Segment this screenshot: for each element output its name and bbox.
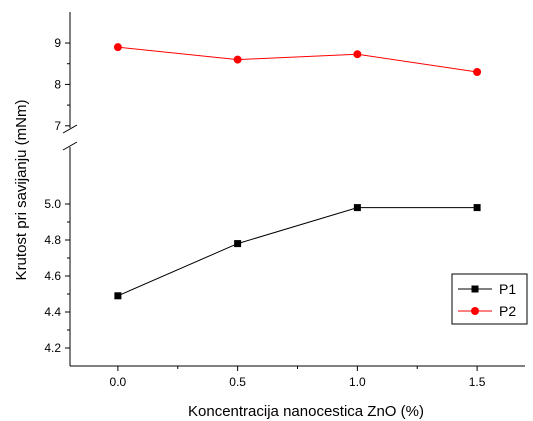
legend-label-p1: P1 bbox=[499, 281, 516, 297]
y-tick-label: 4.6 bbox=[44, 269, 61, 283]
x-tick-label: 0.0 bbox=[110, 375, 127, 389]
y-tick-label: 4.8 bbox=[44, 233, 61, 247]
y-tick-label: 5.0 bbox=[44, 197, 61, 211]
y-tick-label: 9 bbox=[54, 36, 61, 50]
x-tick-label: 0.5 bbox=[229, 375, 246, 389]
y-axis-title: Krutost pri savijanju (mNm) bbox=[13, 100, 30, 281]
legend-marker-p2 bbox=[471, 307, 479, 315]
legend-box bbox=[451, 273, 528, 325]
series-line-p2 bbox=[117, 46, 478, 73]
series-line-p1 bbox=[117, 207, 478, 297]
x-tick-label: 1.0 bbox=[349, 375, 366, 389]
data-point-p2 bbox=[233, 55, 242, 64]
y-tick-label: 4.2 bbox=[44, 341, 61, 355]
x-axis-title: Koncentracija nanocestica ZnO (%) bbox=[188, 403, 424, 420]
data-point-p1 bbox=[353, 204, 361, 212]
legend-marker-p1 bbox=[471, 285, 479, 293]
x-tick-label: 1.5 bbox=[469, 375, 486, 389]
data-point-p2 bbox=[473, 68, 482, 76]
data-point-p1 bbox=[473, 204, 481, 212]
data-point-p1 bbox=[114, 292, 122, 300]
data-point-p2 bbox=[353, 50, 362, 59]
axis-break-mark bbox=[62, 141, 78, 151]
axis-break-mark bbox=[62, 124, 78, 134]
y-tick-label: 8 bbox=[54, 77, 61, 91]
data-point-p2 bbox=[113, 43, 122, 52]
legend-label-p2: P2 bbox=[499, 303, 516, 319]
chart-axes: 0.0 0.5 1.0 1.5 4.2 4.4 4.6 4.8 5.0 7 8 9 bbox=[44, 12, 525, 389]
data-point-p1 bbox=[234, 240, 242, 248]
y-tick-label: 4.4 bbox=[44, 305, 61, 319]
y-tick-label: 7 bbox=[54, 119, 61, 133]
chart-marks bbox=[113, 43, 482, 300]
